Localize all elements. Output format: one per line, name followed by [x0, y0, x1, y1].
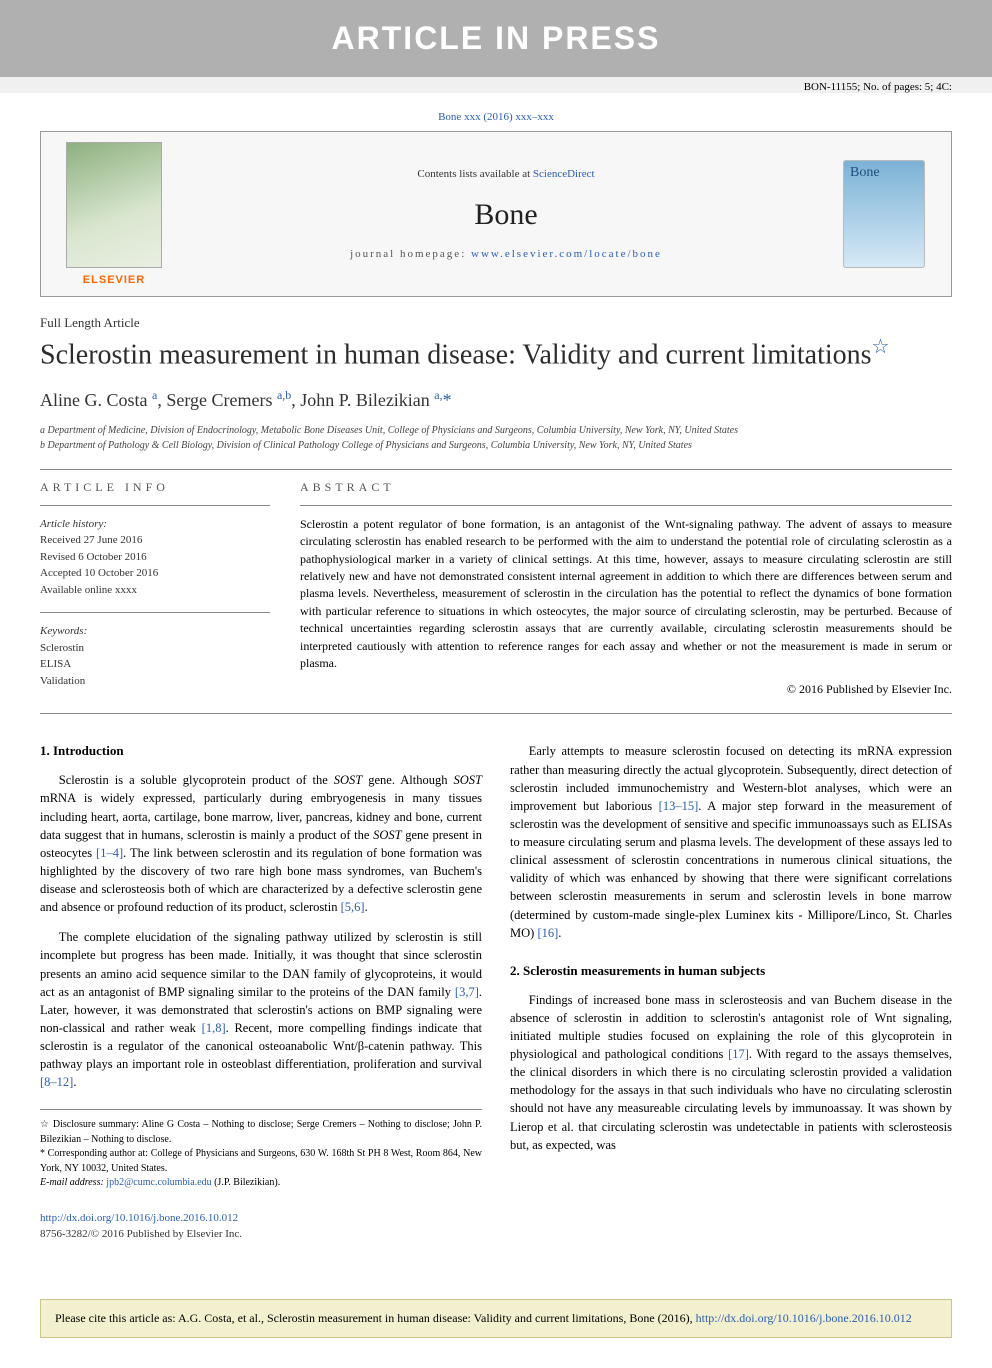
keyword: Validation — [40, 673, 270, 690]
email-label: E-mail address: — [40, 1177, 106, 1188]
homepage-line: journal homepage: www.elsevier.com/locat… — [169, 248, 843, 260]
affiliation-b: b Department of Pathology & Cell Biology… — [40, 438, 952, 453]
received-date: Received 27 June 2016 — [40, 532, 270, 549]
abstract-text: Sclerostin a potent regulator of bone fo… — [300, 516, 952, 673]
abstract-column: abstract Sclerostin a potent regulator o… — [300, 480, 952, 704]
online-date: Available online xxxx — [40, 582, 270, 599]
document-id: BON-11155; No. of pages: 5; 4C: — [0, 77, 992, 93]
section-1-title: 1. Introduction — [40, 742, 482, 761]
body-paragraph: Findings of increased bone mass in scler… — [510, 991, 952, 1154]
article-in-press-banner: ARTICLE IN PRESS — [0, 0, 992, 77]
homepage-link[interactable]: www.elsevier.com/locate/bone — [471, 248, 662, 260]
accepted-date: Accepted 10 October 2016 — [40, 565, 270, 582]
body-paragraph: Early attempts to measure sclerostin foc… — [510, 742, 952, 941]
journal-header: ELSEVIER Contents lists available at Sci… — [40, 131, 952, 297]
revised-date: Revised 6 October 2016 — [40, 549, 270, 566]
page-content: Bone xxx (2016) xxx–xxx ELSEVIER Content… — [0, 93, 992, 1283]
issn-copyright: 8756-3282/© 2016 Published by Elsevier I… — [40, 1228, 242, 1240]
disclosure-footnote: ☆ Disclosure summary: Aline G Costa – No… — [40, 1118, 482, 1147]
abstract-copyright: © 2016 Published by Elsevier Inc. — [300, 682, 952, 697]
publisher-logo-block: ELSEVIER — [59, 142, 169, 286]
journal-name: Bone — [169, 198, 843, 232]
intro-paragraph-2: The complete elucidation of the signalin… — [40, 928, 482, 1091]
separator — [40, 505, 270, 506]
journal-cover-block — [843, 160, 933, 268]
email-link[interactable]: jpb2@cumc.columbia.edu — [106, 1177, 211, 1188]
keywords-label: Keywords: — [40, 623, 270, 640]
article-info-column: article info Article history: Received 2… — [40, 480, 270, 704]
affiliations: a Department of Medicine, Division of En… — [40, 423, 952, 453]
journal-reference: Bone xxx (2016) xxx–xxx — [40, 93, 952, 131]
separator — [40, 469, 952, 470]
article-info-heading: article info — [40, 480, 270, 495]
elsevier-tree-icon — [66, 142, 162, 268]
separator — [40, 612, 270, 613]
publisher-name: ELSEVIER — [83, 274, 145, 286]
article-title: Sclerostin measurement in human disease:… — [40, 335, 952, 372]
affiliation-a: a Department of Medicine, Division of En… — [40, 423, 952, 438]
article-history: Article history: Received 27 June 2016 R… — [40, 516, 270, 599]
keywords-block: Keywords: Sclerostin ELISA Validation — [40, 623, 270, 689]
authors: Aline G. Costa a, Serge Cremers a,b, Joh… — [40, 388, 952, 411]
citation-box: Please cite this article as: A.G. Costa,… — [40, 1299, 952, 1338]
separator — [300, 505, 952, 506]
history-label: Article history: — [40, 516, 270, 533]
sciencedirect-link[interactable]: ScienceDirect — [533, 168, 595, 180]
section-2-title: 2. Sclerostin measurements in human subj… — [510, 962, 952, 981]
contents-line: Contents lists available at ScienceDirec… — [169, 168, 843, 180]
homepage-label: journal homepage: — [350, 248, 471, 260]
contents-text: Contents lists available at — [417, 168, 532, 180]
info-abstract-row: article info Article history: Received 2… — [40, 480, 952, 704]
journal-header-center: Contents lists available at ScienceDirec… — [169, 168, 843, 260]
keyword: ELISA — [40, 656, 270, 673]
keyword: Sclerostin — [40, 640, 270, 657]
doi-link[interactable]: http://dx.doi.org/10.1016/j.bone.2016.10… — [40, 1212, 238, 1224]
abstract-heading: abstract — [300, 480, 952, 495]
footnotes: ☆ Disclosure summary: Aline G Costa – No… — [40, 1109, 482, 1191]
disclosure-star-icon: ☆ — [872, 336, 890, 358]
journal-cover-thumbnail — [843, 160, 925, 268]
separator — [40, 713, 952, 714]
corresponding-footnote: * Corresponding author at: College of Ph… — [40, 1147, 482, 1176]
email-who: (J.P. Bilezikian). — [212, 1177, 281, 1188]
email-footnote: E-mail address: jpb2@cumc.columbia.edu (… — [40, 1176, 482, 1191]
left-column: 1. Introduction Sclerostin is a soluble … — [40, 742, 482, 1242]
body-columns: 1. Introduction Sclerostin is a soluble … — [40, 742, 952, 1242]
doi-block: http://dx.doi.org/10.1016/j.bone.2016.10… — [40, 1211, 482, 1243]
title-text: Sclerostin measurement in human disease:… — [40, 339, 872, 370]
article-type: Full Length Article — [40, 315, 952, 331]
intro-paragraph-1: Sclerostin is a soluble glycoprotein pro… — [40, 771, 482, 916]
right-column: Early attempts to measure sclerostin foc… — [510, 742, 952, 1242]
